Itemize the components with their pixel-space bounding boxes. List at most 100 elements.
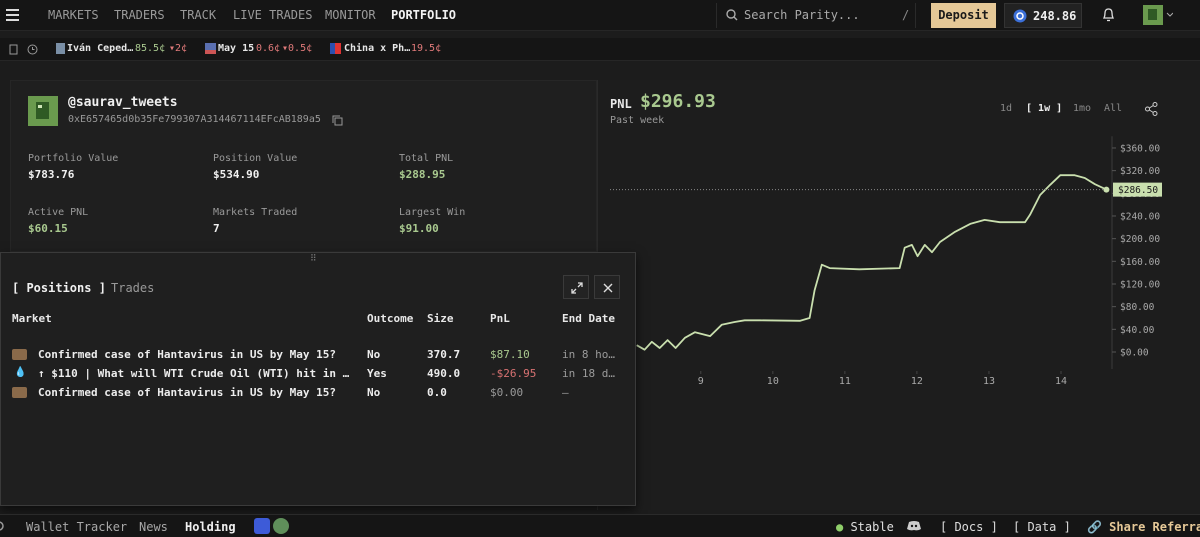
cell-pnl: -$26.95	[490, 367, 537, 380]
search-box[interactable]: Search Parity... /	[716, 3, 916, 28]
status-text: Stable	[850, 520, 894, 534]
stat-value: $60.15	[28, 222, 68, 235]
share-referral-text: Share Referral	[1109, 520, 1200, 534]
balance-value: 248.86	[1033, 9, 1077, 23]
footer-tab[interactable]: News	[139, 520, 168, 534]
x-tick-label: 10	[767, 376, 779, 387]
nav-item[interactable]: TRACK	[180, 8, 217, 22]
market-icon	[12, 349, 27, 360]
pnl-headline: $296.93	[640, 91, 716, 112]
ticker-icon	[330, 43, 341, 54]
range-option[interactable]: 1d	[1000, 103, 1013, 114]
position-row[interactable]: 💧 ↑ $110 | What will WTI Crude Oil (WTI) …	[1, 367, 635, 384]
nav-item[interactable]: LIVE TRADES	[233, 8, 313, 22]
cell-market: Confirmed case of Hantavirus in US by Ma…	[38, 348, 337, 361]
tab[interactable]: Positions	[12, 281, 106, 295]
discord-icon[interactable]	[907, 520, 921, 531]
pnl-subtitle: Past week	[610, 115, 665, 126]
ticker-change: ▾0.5¢	[282, 43, 313, 54]
cell-pnl: $0.00	[490, 386, 524, 399]
nav-item[interactable]: MONITOR	[325, 8, 376, 22]
ticker-change: ▾2¢	[169, 43, 188, 54]
stat-label: Portfolio Value	[28, 153, 119, 164]
column-header: Market	[12, 312, 52, 325]
cell-size: 490.0	[427, 367, 461, 380]
y-tick-label: $40.00	[1120, 325, 1155, 336]
nav-item[interactable]: PORTFOLIO	[391, 8, 457, 22]
position-row[interactable]: Confirmed case of Hantavirus in US by Ma…	[1, 348, 635, 365]
footer-bar: Wallet Tracker News Holding ● Stable Doc…	[0, 514, 1200, 537]
stat-value: $534.90	[213, 168, 260, 181]
current-value-label: $286.50	[1118, 185, 1158, 196]
pnl-line	[636, 174, 1107, 351]
avatar-menu[interactable]	[1143, 5, 1173, 25]
search-icon	[726, 9, 738, 21]
footer-tab[interactable]: Holding	[185, 520, 236, 534]
x-tick-label: 11	[839, 376, 851, 387]
docs-link[interactable]: Docs	[940, 520, 998, 534]
cell-end: in 8 ho…	[562, 348, 615, 361]
cell-size: 0.0	[427, 386, 447, 399]
tab[interactable]: Trades	[111, 281, 155, 295]
current-value-box	[1113, 182, 1162, 197]
cell-pnl: $87.10	[490, 348, 530, 361]
deposit-button[interactable]: Deposit	[931, 3, 996, 28]
ticker-change-value: 0.5¢	[288, 43, 313, 54]
pnl-chart: $0.00 $40.00 $80.00 $120.00 $160.00 $200.00 $2…	[610, 136, 1162, 387]
avatar	[28, 96, 58, 126]
column-header: Outcome	[367, 312, 414, 325]
market-icon: 💧	[14, 367, 27, 378]
range-option[interactable]: 1w	[1026, 103, 1062, 114]
username: @saurav_tweets	[68, 95, 178, 110]
ticker-change-value: 2¢	[175, 43, 188, 54]
nav-item[interactable]: MARKETS	[48, 8, 99, 22]
stat-label: Active PNL	[28, 207, 89, 218]
nav-item[interactable]: TRADERS	[114, 8, 165, 22]
bell-icon[interactable]	[1102, 8, 1115, 22]
drag-handle[interactable]: ⠿	[310, 254, 317, 264]
ticker-price: 19.5¢	[411, 43, 442, 54]
cell-market: Confirmed case of Hantavirus in US by Ma…	[38, 386, 337, 399]
position-row[interactable]: Confirmed case of Hantavirus in US by Ma…	[1, 386, 635, 403]
x-tick-label: 12	[911, 376, 923, 387]
x-tick-label: 9	[698, 376, 704, 387]
settings-icon[interactable]	[0, 520, 6, 532]
column-header: PnL	[490, 312, 510, 325]
expand-button[interactable]	[563, 275, 589, 299]
x-tick-label: 14	[1055, 376, 1067, 387]
copy-icon[interactable]	[332, 115, 343, 126]
column-header: Size	[427, 312, 454, 325]
y-tick-label: $200.00	[1120, 234, 1160, 245]
stat-label: Total PNL	[399, 153, 454, 164]
ticker-bar: Iván Ceped… 85.5¢ ▾2¢ May 15 0.6¢ ▾0.5¢ …	[0, 38, 1200, 61]
data-link[interactable]: Data	[1013, 520, 1071, 534]
stat-label: Markets Traded	[213, 207, 298, 218]
cell-size: 370.7	[427, 348, 461, 361]
range-option[interactable]: 1mo	[1073, 103, 1092, 114]
stat-label: Position Value	[213, 153, 298, 164]
range-option[interactable]: All	[1104, 103, 1123, 114]
stat-value: $91.00	[399, 222, 439, 235]
ticker-icon	[205, 43, 216, 54]
balance[interactable]: 248.86	[1004, 3, 1082, 28]
pnl-panel: PNL $296.93 Past week	[597, 80, 1200, 510]
column-header: End Date	[562, 312, 615, 325]
doc-icon[interactable]	[9, 44, 19, 55]
share-icon[interactable]	[1145, 102, 1158, 116]
status: ● Stable	[836, 520, 894, 534]
close-button[interactable]	[594, 275, 620, 299]
cell-market: ↑ $110 | What will WTI Crude Oil (WTI) h…	[38, 367, 350, 380]
cell-end: —	[562, 386, 569, 399]
y-tick-label: $360.00	[1120, 143, 1160, 154]
menu-icon[interactable]	[6, 8, 20, 22]
history-icon[interactable]	[27, 44, 38, 55]
ticker-price: 85.5¢	[135, 43, 166, 54]
share-referral[interactable]: 🔗 Share Referral	[1087, 520, 1200, 534]
stat-value: 7	[213, 222, 220, 235]
cell-outcome: No	[367, 386, 381, 399]
app-icons[interactable]	[254, 518, 290, 534]
y-tick-label: $80.00	[1120, 302, 1155, 313]
footer-tab[interactable]: Wallet Tracker	[26, 520, 128, 534]
ticker-label: China x Ph…	[344, 43, 411, 54]
